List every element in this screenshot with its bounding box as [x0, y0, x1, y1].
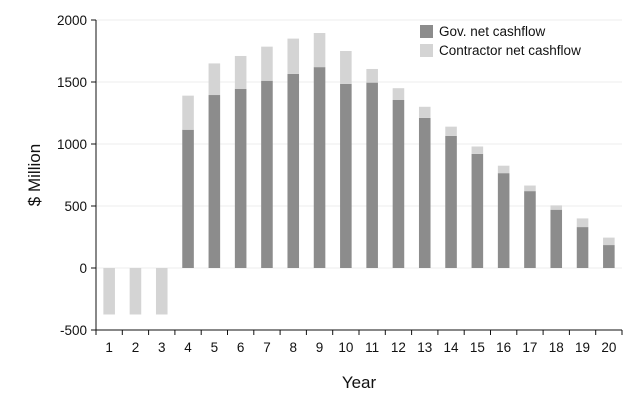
bar-contractor-net-cashflow [261, 46, 273, 81]
x-tick-label: 9 [316, 340, 324, 355]
bar-contractor-net-cashflow [497, 165, 510, 174]
x-tick-label: 5 [211, 340, 219, 355]
bar-contractor-net-cashflow [313, 33, 326, 68]
bar-contractor-net-cashflow [129, 268, 142, 315]
x-tick-label: 16 [496, 340, 511, 355]
bar-gov-net-cashflow [445, 135, 457, 268]
x-tick-label: 20 [601, 340, 616, 355]
bar-gov-net-cashflow [208, 95, 221, 269]
x-tick-label: 4 [184, 340, 192, 355]
x-axis-ticks: 1 2 3 4 5 6 7 8 9 10 11 12 13 14 15 16 17 18 19 20 [95, 330, 623, 355]
bar-contractor-net-cashflow [366, 68, 378, 83]
legend-label: Gov. net cashflow [439, 24, 546, 39]
x-tick-label: 11 [365, 340, 379, 355]
x-tick-label: 10 [338, 340, 353, 355]
bar-gov-net-cashflow [287, 73, 300, 268]
bar-gov-net-cashflow [234, 88, 247, 268]
bar-contractor-net-cashflow [550, 205, 563, 210]
bar-gov-net-cashflow [366, 82, 378, 269]
x-tick-label: 1 [105, 340, 113, 355]
bar-gov-net-cashflow [550, 209, 563, 268]
bar-contractor-net-cashflow [418, 106, 431, 118]
bar-gov-net-cashflow [418, 117, 431, 269]
y-axis-title: $ Million [25, 144, 44, 206]
y-tick-label: 2000 [57, 13, 87, 28]
x-tick-label: 12 [391, 340, 406, 355]
bar-contractor-net-cashflow [340, 51, 352, 84]
bar-gov-net-cashflow [261, 80, 273, 268]
axes [95, 20, 622, 331]
bar-contractor-net-cashflow [287, 38, 300, 74]
bar-contractor-net-cashflow [576, 218, 589, 228]
bar-contractor-net-cashflow [208, 63, 221, 96]
bar-contractor-net-cashflow [603, 237, 615, 246]
x-tick-label: 14 [444, 340, 460, 355]
x-tick-label: 3 [158, 340, 166, 355]
bar-gov-net-cashflow [182, 129, 194, 268]
bar-contractor-net-cashflow [392, 88, 405, 100]
y-tick-label: 500 [64, 199, 87, 214]
x-tick-label: 17 [522, 340, 537, 355]
x-tick-label: 6 [237, 340, 245, 355]
y-tick-label: 0 [79, 261, 87, 276]
legend-swatch [420, 44, 433, 57]
bar-gov-net-cashflow [471, 153, 484, 268]
bar-contractor-net-cashflow [155, 268, 168, 315]
bar-gov-net-cashflow [313, 67, 326, 269]
bar-contractor-net-cashflow [182, 95, 194, 130]
legend-swatch [420, 25, 433, 38]
bars [103, 33, 615, 315]
y-tick-label: -500 [60, 323, 87, 338]
bar-contractor-net-cashflow [445, 126, 457, 136]
bar-gov-net-cashflow [524, 191, 536, 268]
x-tick-label: 2 [132, 340, 140, 355]
legend-label: Contractor net cashflow [439, 43, 581, 58]
x-axis-title: Year [342, 373, 377, 392]
x-tick-label: 15 [470, 340, 485, 355]
x-tick-label: 8 [289, 340, 297, 355]
bar-gov-net-cashflow [340, 83, 352, 268]
x-tick-label: 13 [417, 340, 432, 355]
x-tick-label: 18 [549, 340, 564, 355]
x-tick-label: 7 [263, 340, 271, 355]
bar-gov-net-cashflow [603, 245, 615, 268]
y-tick-label: 1500 [57, 75, 87, 90]
legend: Gov. net cashflow Contractor net cashflow [420, 24, 581, 58]
bar-gov-net-cashflow [392, 99, 405, 268]
bar-contractor-net-cashflow [103, 268, 115, 315]
bar-contractor-net-cashflow [471, 146, 484, 154]
bar-contractor-net-cashflow [524, 185, 536, 192]
bar-contractor-net-cashflow [234, 55, 247, 89]
x-tick-label: 19 [575, 340, 590, 355]
y-axis-ticks: -500 0 500 1000 1500 2000 [57, 13, 96, 338]
y-tick-label: 1000 [57, 137, 87, 152]
bar-gov-net-cashflow [576, 227, 589, 268]
bar-gov-net-cashflow [497, 173, 510, 268]
